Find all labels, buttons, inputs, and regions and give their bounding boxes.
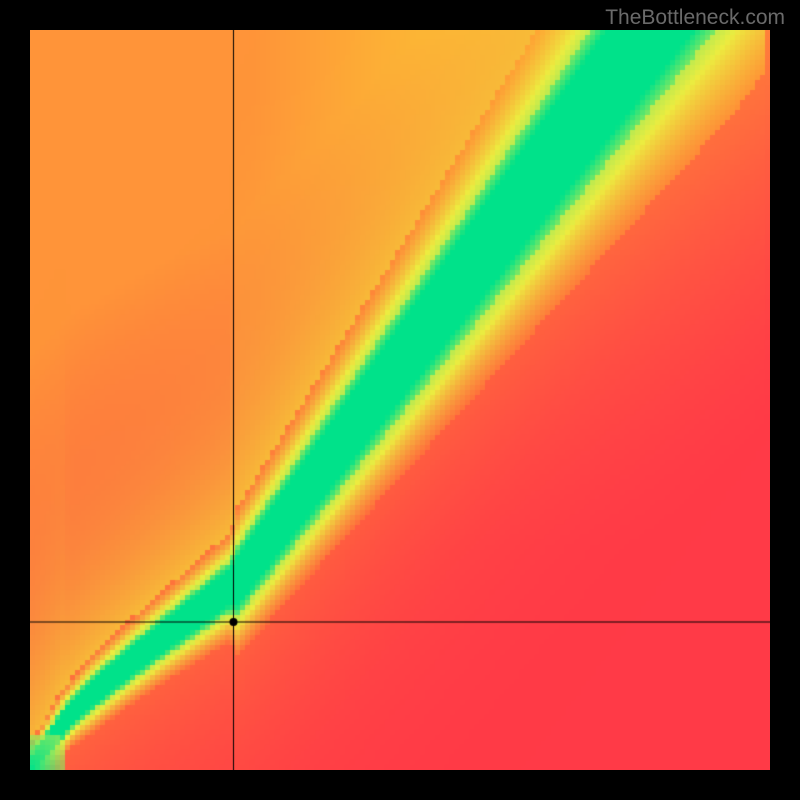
heatmap-canvas [30, 30, 770, 770]
heatmap-plot [30, 30, 770, 770]
watermark-text: TheBottleneck.com [605, 6, 785, 30]
